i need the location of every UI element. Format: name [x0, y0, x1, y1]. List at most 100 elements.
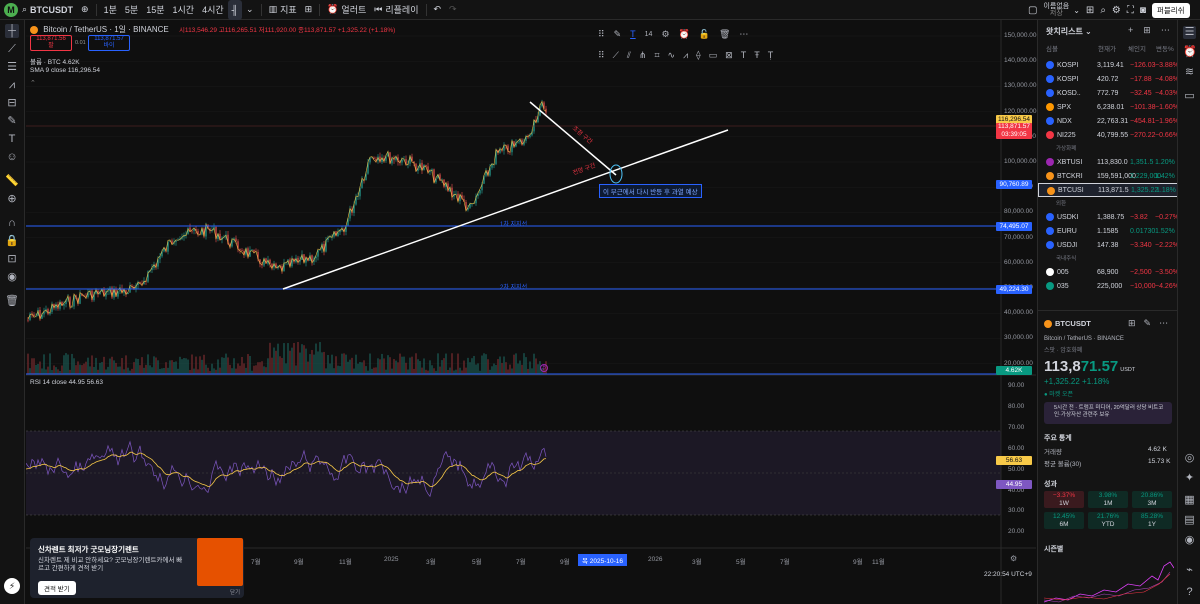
- position-icon[interactable]: ⊟: [7, 97, 17, 109]
- ad-banner[interactable]: 신차렌트 최저가 굿모닝장기렌트 신차렌트 제 비교 안하세요? 굿모닝장기렌트…: [30, 538, 244, 598]
- col-change[interactable]: 체인지: [1128, 46, 1146, 53]
- replay-button[interactable]: ⏮ 리플레이: [370, 0, 422, 20]
- more-icon[interactable]: ⋯: [739, 28, 749, 39]
- text-icon[interactable]: T: [740, 50, 747, 60]
- gann-icon[interactable]: ⌗: [654, 49, 660, 60]
- undo-button[interactable]: ↶: [430, 0, 446, 20]
- alert-button[interactable]: ⏰ 얼러트: [323, 0, 370, 20]
- watchlist-row[interactable]: KOSPI 420.72 −17.88 −4.08%: [1038, 72, 1177, 86]
- fullscreen-icon[interactable]: ⛶: [1126, 4, 1134, 16]
- fib-icon[interactable]: ☰: [7, 61, 17, 73]
- details-symbol[interactable]: BTCUSDT: [1044, 319, 1091, 328]
- target-icon[interactable]: ◎: [1184, 452, 1195, 464]
- watchlist-row[interactable]: BTCKRI 159,591,000 2,229,000 1.42%: [1038, 169, 1177, 183]
- ad-close[interactable]: 닫기: [230, 590, 241, 596]
- chart-canvas[interactable]: [26, 20, 1036, 604]
- indicators-button[interactable]: ▥ 지표: [265, 0, 301, 20]
- chart-panel[interactable]: Bitcoin / TetherUS · 1일 · BINANCE 시113,5…: [26, 20, 1037, 604]
- line-style-icon[interactable]: T: [630, 29, 636, 39]
- watchlist-row[interactable]: NI225 40,799.55 −270.22 −0.66%: [1038, 128, 1177, 142]
- chevron-down-icon[interactable]: ⌄: [246, 4, 254, 14]
- more-icon[interactable]: ⋯: [1160, 25, 1170, 35]
- section-header[interactable]: 국내주식: [1056, 256, 1077, 262]
- gear-icon[interactable]: ⚙: [1111, 4, 1121, 16]
- perf-cell[interactable]: 85.28% 1Y: [1132, 512, 1172, 529]
- camera-icon[interactable]: ◙: [1139, 4, 1146, 16]
- lock-icon[interactable]: ⊡: [7, 253, 17, 265]
- zigzag-icon[interactable]: ⩘: [683, 49, 689, 60]
- sell-button[interactable]: 113,871.56 팔: [30, 35, 72, 51]
- rectangle-icon[interactable]: ▭: [708, 49, 718, 60]
- perf-cell[interactable]: 20.86% 3M: [1132, 491, 1172, 508]
- add-symbol-button[interactable]: ⊕: [77, 0, 93, 20]
- chart-type-button[interactable]: ╢: [227, 0, 243, 20]
- perf-cell[interactable]: 3.98% 1M: [1088, 491, 1128, 508]
- font-size-value[interactable]: 14: [644, 30, 653, 38]
- col-symbol[interactable]: 심볼: [1046, 46, 1058, 53]
- grip-icon[interactable]: ⠿: [598, 49, 605, 60]
- wave-icon[interactable]: ∿: [667, 49, 676, 60]
- watchlist-row[interactable]: KOSPI 3,119.41 −126.03 −3.88%: [1038, 58, 1177, 72]
- buy-button[interactable]: 113,871.57 바이: [88, 35, 130, 51]
- edit-icon[interactable]: ✎: [1143, 318, 1152, 328]
- section-header[interactable]: 가상화폐: [1056, 146, 1077, 152]
- zoom-in-icon[interactable]: ⊕: [7, 193, 17, 205]
- publish-button[interactable]: 퍼블리쉬: [1151, 2, 1190, 18]
- pitchfork-icon[interactable]: ⋔: [638, 49, 647, 60]
- watchlist-row[interactable]: EURU 1.1585 0.01730 1.52%: [1038, 224, 1177, 238]
- lock-icon[interactable]: 🔓: [698, 28, 710, 39]
- ad-cta-button[interactable]: 견적 받기: [38, 581, 76, 595]
- annotation-note[interactable]: 이 부근에서 다시 반등 후 과열 예상: [599, 184, 702, 198]
- pattern-icon[interactable]: ⟠: [696, 49, 701, 60]
- pencil-icon[interactable]: ✎: [613, 28, 622, 39]
- interval-1h[interactable]: 1시간: [172, 5, 195, 15]
- symbol-search[interactable]: ⌕ BTCUSDT: [18, 0, 77, 20]
- search-icon[interactable]: ⌕: [1100, 4, 1106, 16]
- watchlist-icon[interactable]: ☰: [1183, 26, 1196, 39]
- templates-button[interactable]: ⊞: [301, 0, 317, 20]
- help-icon[interactable]: ?: [1186, 586, 1193, 598]
- lock-pencil-icon[interactable]: 🔒: [5, 235, 19, 247]
- drag-handle-icon[interactable]: ⠿: [598, 28, 605, 39]
- eye-icon[interactable]: ◉: [7, 271, 17, 283]
- pulse-icon[interactable]: ⌁: [1186, 564, 1193, 576]
- perf-cell[interactable]: 12.45% 6M: [1044, 512, 1084, 529]
- chevron-down-icon[interactable]: ⌄: [1073, 5, 1080, 15]
- delete-icon[interactable]: 🗑: [718, 28, 731, 39]
- perf-cell[interactable]: −3.37% 1W: [1044, 491, 1084, 508]
- interval-15m[interactable]: 15분: [146, 5, 165, 15]
- watchlist-row[interactable]: 035 225,000 −10,000 −4.26%: [1038, 279, 1177, 293]
- magnet-icon[interactable]: ∩: [8, 217, 16, 229]
- settings-icon[interactable]: ⚙: [661, 28, 670, 39]
- brush-icon[interactable]: ✎: [7, 115, 17, 127]
- section-header[interactable]: 외환: [1056, 201, 1067, 207]
- smiley-icon[interactable]: ☺: [6, 151, 18, 163]
- watchlist-row[interactable]: 005 68,900 −2,500 −3.50%: [1038, 265, 1177, 279]
- channel-icon[interactable]: ⫽: [626, 49, 631, 60]
- interval-4h[interactable]: 4시간: [202, 5, 224, 15]
- chat-icon[interactable]: ▭: [1184, 90, 1195, 102]
- pattern-icon[interactable]: ⩘: [8, 79, 16, 91]
- perf-cell[interactable]: 21.76% YTD: [1088, 512, 1128, 529]
- interval-5m[interactable]: 5분: [124, 5, 139, 15]
- grid-icon[interactable]: ⊞: [1143, 25, 1151, 35]
- ray-icon[interactable]: ⟋: [612, 49, 619, 60]
- grid-icon[interactable]: ⊞: [1128, 318, 1136, 328]
- col-price[interactable]: 현재가: [1098, 46, 1116, 53]
- anchored-text-icon[interactable]: Ŧ: [754, 50, 760, 60]
- watchlist-row[interactable]: XBTUSI 113,830.0 1,351.5 1.20%: [1038, 155, 1177, 169]
- grid-layout-icon[interactable]: ⊞: [1085, 4, 1095, 16]
- watchlist-row[interactable]: KOSD.. 772.79 −32.45 −4.03%: [1038, 86, 1177, 100]
- col-pct[interactable]: 변동%: [1156, 46, 1174, 53]
- watchlist-row[interactable]: BTCUSI 113,871.5 1,325.22 1.18%: [1038, 183, 1177, 197]
- collapse-legend-icon[interactable]: ⌃: [30, 80, 36, 87]
- watchlist-title[interactable]: 왓치리스트 ⌄: [1046, 27, 1092, 36]
- seasonal-chart[interactable]: [1044, 554, 1174, 604]
- calendar-icon[interactable]: ▦: [1184, 494, 1195, 506]
- plus-icon[interactable]: +: [1128, 25, 1134, 35]
- watchlist-row[interactable]: USDKI 1,388.75 −3.82 −0.27%: [1038, 210, 1177, 224]
- alarm-icon[interactable]: ⏰: [1183, 46, 1197, 58]
- projection-icon[interactable]: ⊠: [725, 49, 733, 60]
- logo-icon[interactable]: M: [4, 2, 18, 17]
- compass-icon[interactable]: ✦: [1184, 472, 1195, 484]
